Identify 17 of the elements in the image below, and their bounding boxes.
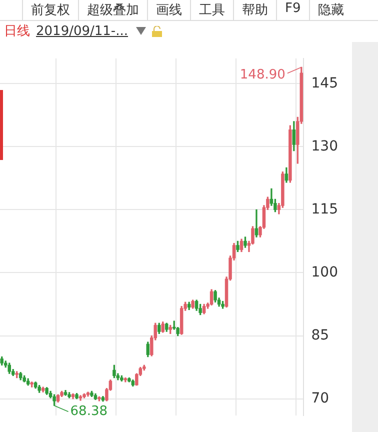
annotation: 68.38	[70, 404, 108, 419]
y-tick-label: 115	[311, 201, 338, 218]
chart-subtitle: 2019/09/11-...	[36, 24, 128, 38]
y-tick-label: 100	[311, 264, 338, 280]
y-tick-label: 70	[311, 390, 330, 406]
text: 画线	[147, 0, 190, 20]
text: 前复权	[22, 0, 78, 20]
text: F9	[276, 0, 309, 20]
y-tick-label: 145	[311, 75, 338, 92]
y-tick-label: 130	[311, 138, 338, 154]
text: 帮助	[233, 0, 276, 20]
text: 隐藏	[308, 0, 352, 20]
annotation: 148.90	[240, 68, 286, 83]
y-tick-label: 85	[311, 327, 330, 344]
chart-title: 日线	[4, 23, 30, 40]
text: 工具	[190, 0, 233, 20]
text: 超级叠加	[78, 0, 147, 20]
